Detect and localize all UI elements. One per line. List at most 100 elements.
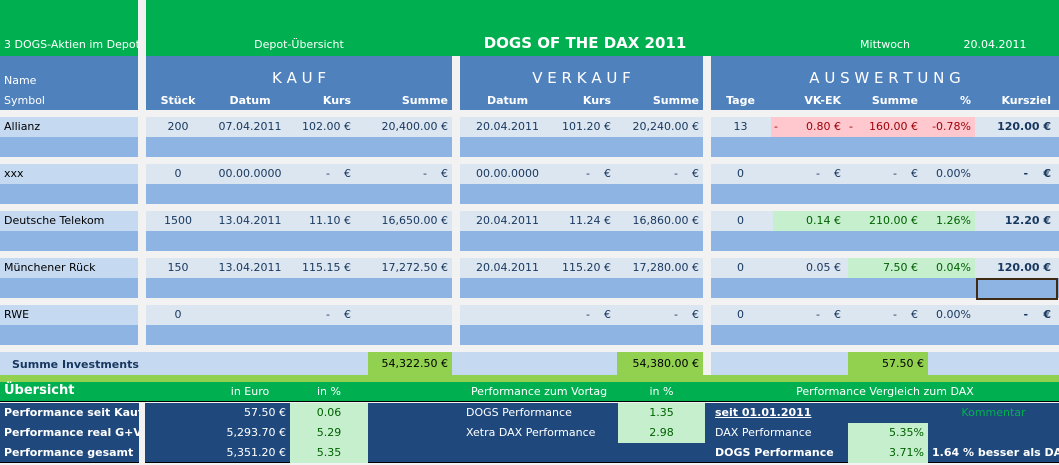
cell-tage: 0: [737, 261, 744, 274]
column-header-pct: %: [959, 94, 971, 107]
cell-ksumme: 16,650.00 €: [381, 214, 448, 227]
column-header-vkek: VK-EK: [804, 94, 841, 107]
dogs-performance-value: 3.71%: [889, 446, 924, 459]
overview-row-label: Performance seit Kauf: [4, 406, 139, 419]
cell-vdatum: 00.00.0000: [476, 167, 539, 180]
cell-kursziel: 12.20 €: [1004, 214, 1051, 227]
row-band: [460, 278, 703, 298]
overview-row-pct: 5.35: [316, 446, 342, 459]
column-header-vdatum: Datum: [486, 94, 529, 107]
dax-since: seit 01.01.2011: [715, 406, 812, 419]
summary-divider: [0, 375, 1059, 382]
gain-highlight: [848, 258, 975, 278]
cell-tage: 13: [733, 120, 748, 133]
header-auswertung: A U S W E R T U N G: [809, 69, 961, 87]
row-bg: [460, 164, 703, 184]
row-band: [711, 184, 1059, 204]
cell-asumme: 210.00 €: [869, 214, 918, 227]
row-band: [146, 231, 452, 251]
column-header-tage: Tage: [726, 94, 755, 107]
cell-pct: 0.04%: [936, 261, 971, 274]
row-bg: [711, 164, 1059, 184]
cell-vkek: 0.05 €: [806, 261, 841, 274]
cell-vkurs: 101.20 €: [562, 120, 611, 133]
row-bg: [460, 211, 703, 231]
row-bg: [146, 164, 452, 184]
row-name-bg: [0, 211, 138, 231]
vortag-row-label: DOGS Performance: [466, 406, 572, 419]
dax-comparison-comment: 1.64 % besser als DAX: [932, 446, 1059, 459]
header-name: Name: [4, 74, 37, 87]
minus-sign: -: [774, 120, 778, 133]
row-bg: [146, 258, 452, 278]
row-bg: [460, 305, 703, 325]
overview-row-pct: 5.29: [316, 426, 342, 439]
dogs-count-label: 3 DOGS-Aktien im Depot: [4, 38, 140, 51]
gain-highlight: [773, 211, 975, 231]
vortag-col-pct: in %: [649, 385, 674, 398]
cell-vkurs: 115.20 €: [562, 261, 611, 274]
summary-row: [0, 352, 1059, 375]
header-verkauf: V E R K A U F: [532, 69, 631, 87]
cell-vdatum: 20.04.2011: [476, 214, 539, 227]
column-header-vkurs: Kurs: [582, 94, 611, 107]
cell-kursziel: 120.00 €: [997, 261, 1051, 274]
cell-tage: 0: [737, 308, 744, 321]
vortag-cells: [618, 403, 705, 443]
dax-comment-label: Kommentar: [961, 406, 1026, 419]
cell-pct: 1.26%: [936, 214, 971, 227]
cell-kursziel: - €: [1023, 308, 1051, 321]
selected-cell[interactable]: [976, 278, 1058, 300]
cell-kdatum: [210, 305, 290, 325]
row-bg: [146, 211, 452, 231]
stock-name: RWE: [4, 308, 30, 321]
row-band: [460, 137, 703, 157]
auswertung-sum: 57.50 €: [848, 352, 928, 375]
row-bg: [146, 117, 452, 137]
row-band: [146, 137, 452, 157]
cell-vkurs: 11.24 €: [569, 214, 611, 227]
cell-ksumme: [355, 305, 452, 325]
row-name-bg: [0, 164, 138, 184]
cell-kdatum: 13.04.2011: [218, 214, 282, 227]
row-bg: [460, 117, 703, 137]
dax-title: Performance Vergleich zum DAX: [796, 385, 974, 398]
row-band: [146, 278, 452, 298]
cell-vkek: - €: [816, 308, 841, 321]
header-symbol: Symbol: [4, 94, 45, 107]
cell-vsumme: 16,860.00 €: [632, 214, 699, 227]
cell-kursziel: 120.00 €: [997, 120, 1051, 133]
overview-row-label: Performance real G+V: [4, 426, 139, 439]
pct-cells: [290, 403, 368, 463]
dax-cells: [848, 423, 928, 463]
cell-tage: 0: [737, 167, 744, 180]
stock-name: Münchener Rück: [4, 261, 96, 274]
row-band: [711, 137, 1059, 157]
cell-pct: 0.00%: [936, 308, 971, 321]
cell-pct: 0.00%: [936, 167, 971, 180]
row-name-bg: [0, 305, 138, 325]
cell-kdatum: 07.04.2011: [218, 120, 282, 133]
stock-name: xxx: [4, 167, 24, 180]
overview-title: Übersicht: [4, 383, 75, 398]
column-header-stueck: Stück: [160, 94, 196, 107]
row-band: [0, 231, 138, 251]
cell-vdatum: [460, 305, 555, 325]
row-band: [711, 231, 1059, 251]
overview-row-euro: 57.50 €: [244, 406, 286, 419]
cell-vdatum: 20.04.2011: [476, 261, 539, 274]
summary-label: Summe Investments: [12, 358, 139, 371]
column-header-vsumme: Summe: [652, 94, 699, 107]
header-name-block: [0, 56, 138, 110]
vortag-row-pct: 1.35: [649, 406, 674, 419]
header-verkauf-block: [460, 56, 703, 110]
row-band: [0, 184, 138, 204]
cell-vkek: - €: [816, 167, 841, 180]
cell-asumme: - €: [893, 167, 918, 180]
cell-kkurs: 11.10 €: [309, 214, 351, 227]
row-band: [711, 325, 1059, 345]
overview-row-euro: 5,293.70 €: [226, 426, 286, 439]
row-band: [146, 184, 452, 204]
row-band: [146, 325, 452, 345]
top-header: [0, 0, 1059, 56]
